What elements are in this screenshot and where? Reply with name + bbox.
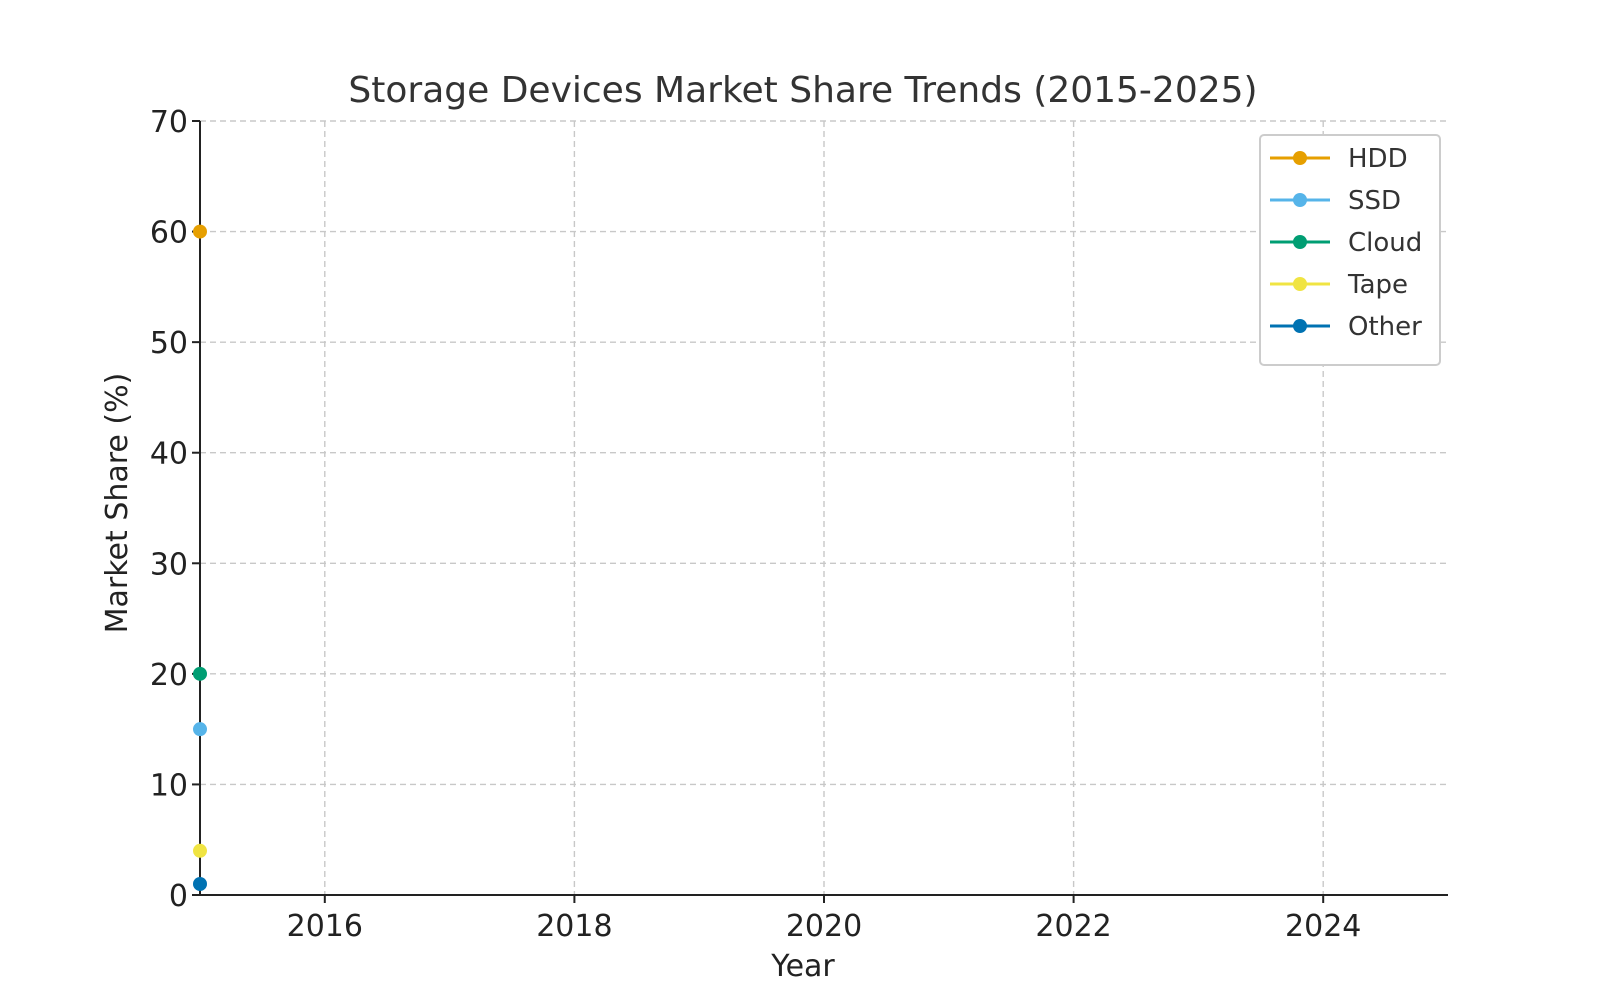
x-tick-label: 2018 bbox=[536, 909, 612, 944]
legend-item-hdd: HDD bbox=[1270, 144, 1408, 174]
legend-label-ssd: SSD bbox=[1348, 186, 1401, 216]
y-tick-label: 30 bbox=[150, 547, 188, 582]
legend-swatch-marker-ssd bbox=[1293, 193, 1307, 207]
legend-label-other: Other bbox=[1348, 312, 1422, 342]
y-axis-label: Market Share (%) bbox=[100, 373, 135, 634]
legend-item-cloud: Cloud bbox=[1270, 228, 1422, 258]
legend-label-tape: Tape bbox=[1347, 270, 1408, 300]
series-other bbox=[193, 876, 207, 891]
data-point-other bbox=[193, 876, 207, 891]
legend-swatch-marker-cloud bbox=[1293, 235, 1307, 249]
series-ssd bbox=[193, 722, 207, 737]
legend: HDD SSD Cloud Tape Other bbox=[1259, 134, 1441, 366]
y-tick-label: 0 bbox=[169, 879, 188, 914]
legend-label-hdd: HDD bbox=[1348, 144, 1408, 174]
x-tick-label: 2016 bbox=[287, 909, 363, 944]
y-tick-label: 50 bbox=[150, 326, 188, 361]
series-cloud bbox=[193, 666, 207, 681]
legend-swatch-marker-other bbox=[1293, 319, 1307, 333]
data-point-hdd bbox=[193, 224, 207, 239]
data-point-ssd bbox=[193, 722, 207, 737]
y-tick-label: 20 bbox=[150, 658, 188, 693]
legend-item-other: Other bbox=[1270, 312, 1422, 342]
legend-swatch-marker-tape bbox=[1293, 277, 1307, 291]
x-tick-label: 2020 bbox=[786, 909, 862, 944]
x-tick-label: 2022 bbox=[1035, 909, 1111, 944]
legend-swatch-marker-hdd bbox=[1293, 151, 1307, 165]
y-tick-label: 70 bbox=[150, 105, 188, 140]
legend-item-ssd: SSD bbox=[1270, 186, 1401, 216]
y-tick-label: 40 bbox=[150, 437, 188, 472]
series-tape bbox=[193, 843, 207, 858]
y-tick-label: 10 bbox=[150, 768, 188, 803]
grid-lines bbox=[200, 120, 1448, 895]
legend-box bbox=[1259, 134, 1441, 366]
data-point-tape bbox=[193, 843, 207, 858]
x-axis-label: Year bbox=[770, 949, 835, 984]
x-tick-label: 2024 bbox=[1285, 909, 1361, 944]
chart-title: Storage Devices Market Share Trends (201… bbox=[348, 70, 1257, 111]
legend-label-cloud: Cloud bbox=[1348, 228, 1422, 258]
tick-labels: 0 10 20 30 40 50 60 70 2016 2018 2020 2022 2024 bbox=[150, 105, 1362, 944]
legend-item-tape: Tape bbox=[1270, 270, 1408, 300]
y-tick-label: 60 bbox=[150, 216, 188, 251]
data-series bbox=[193, 224, 207, 891]
series-hdd bbox=[193, 224, 207, 239]
data-point-cloud bbox=[193, 666, 207, 681]
